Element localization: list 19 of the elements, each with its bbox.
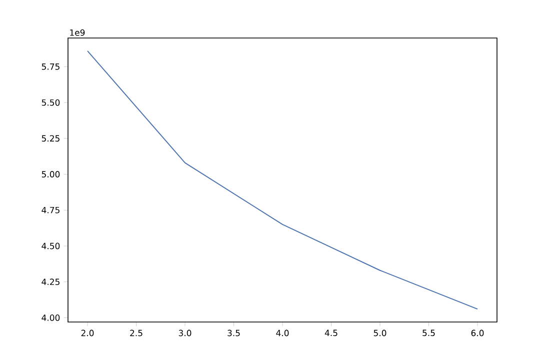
y-tick-label: 5.25: [42, 135, 60, 142]
x-tick-label: 4.0: [276, 330, 289, 336]
y-tick-label: 4.25: [42, 278, 60, 286]
x-tick-label: 6.0: [471, 330, 484, 336]
x-tick-label: 3.5: [228, 330, 240, 336]
y-tick-label: 4.50: [42, 242, 60, 250]
x-tick-label: 2.0: [81, 330, 94, 336]
y-tick-label: 4.00: [42, 314, 60, 321]
x-tick-label: 5.5: [422, 330, 435, 336]
y-tick-label: 5.00: [42, 171, 60, 178]
text: 1e9: [70, 29, 85, 36]
y-tick-label: 4.75: [42, 206, 60, 214]
y-tick-label: 5.75: [42, 64, 60, 70]
y-tick-label: 5.50: [42, 99, 60, 106]
line-series: [87, 50, 478, 310]
x-tick-label: 3.0: [178, 330, 192, 336]
x-tick-label: 2.5: [130, 330, 142, 336]
x-tick-label: 5.0: [374, 330, 386, 336]
x-tick-label: 4.5: [324, 330, 338, 336]
